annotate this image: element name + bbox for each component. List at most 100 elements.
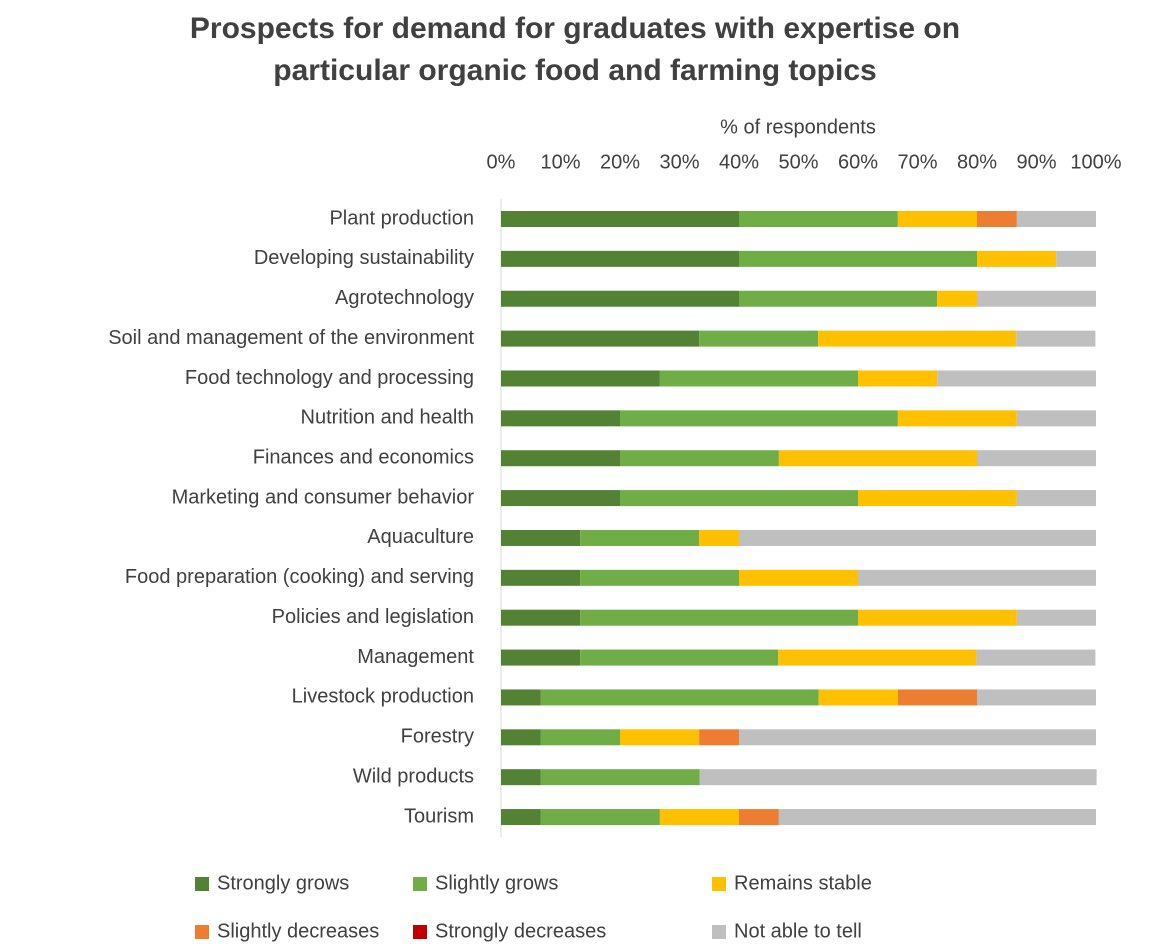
bar-segment — [501, 290, 739, 307]
bar-segment — [501, 490, 620, 507]
legend-label: Remains stable — [734, 872, 872, 894]
legend-swatch — [195, 877, 209, 891]
bar-segment — [897, 410, 1017, 427]
bar-segment — [501, 250, 739, 267]
bar-segment — [501, 769, 541, 786]
chart-title: particular organic food and farming topi… — [273, 54, 876, 87]
y-tick-label: Marketing and consumer behavior — [172, 486, 475, 508]
bar-segment — [620, 490, 858, 507]
bar-segment — [501, 569, 581, 586]
bar-segment — [739, 809, 779, 826]
bar-segment — [620, 410, 898, 427]
legend-swatch — [712, 925, 726, 939]
x-tick-label: 20% — [600, 151, 640, 173]
y-tick-label: Nutrition and health — [301, 407, 474, 429]
y-tick-label: Livestock production — [292, 686, 474, 708]
bar-segment — [501, 410, 620, 427]
bar-segment — [1016, 609, 1096, 626]
bar-segment — [501, 370, 660, 387]
x-tick-label: 10% — [540, 151, 580, 173]
bar-segment — [739, 729, 1096, 746]
y-tick-label: Forestry — [401, 726, 474, 748]
legend-swatch — [195, 925, 209, 939]
bar-segment — [501, 211, 739, 227]
legend-label: Slightly grows — [435, 872, 558, 894]
x-axis-title: % of respondents — [720, 116, 876, 138]
bar-segment — [659, 370, 858, 387]
legend-label: Strongly decreases — [435, 920, 606, 942]
y-tick-label: Soil and management of the environment — [108, 327, 474, 349]
bar-segment — [858, 609, 1017, 626]
bar-segment — [699, 729, 739, 746]
y-tick-label: Food technology and processing — [185, 367, 474, 389]
bar-segment — [540, 769, 700, 786]
bar-segment — [937, 290, 977, 307]
bar-segment — [501, 689, 541, 706]
bar-segment — [540, 809, 660, 826]
bar-segment — [699, 769, 1097, 786]
y-tick-label: Tourism — [404, 805, 474, 827]
bar-segment — [501, 529, 581, 546]
y-tick-label: Wild products — [353, 765, 474, 787]
bar-segment — [501, 729, 541, 746]
bar-segment — [778, 450, 977, 467]
x-tick-label: 0% — [487, 151, 516, 173]
bar-segment — [739, 569, 858, 586]
y-tick-label: Plant production — [329, 207, 474, 229]
bar-segment — [1056, 250, 1096, 267]
chart-title: Prospects for demand for graduates with … — [190, 12, 960, 45]
bar-segment — [659, 809, 739, 826]
bar-segment — [977, 689, 1096, 706]
x-tick-label: 70% — [897, 151, 937, 173]
legend-swatch — [712, 877, 726, 891]
bar-segment — [501, 609, 581, 626]
legend-swatch — [413, 877, 427, 891]
bar-segment — [976, 649, 1096, 666]
bar-segment — [778, 809, 1096, 826]
y-tick-label: Aquaculture — [367, 526, 474, 548]
bar-segment — [977, 450, 1096, 467]
bar-segment — [1016, 330, 1096, 347]
x-tick-label: 50% — [778, 151, 818, 173]
bar-segment — [977, 250, 1057, 267]
bar-segment — [699, 529, 739, 546]
bar-segment — [1016, 490, 1096, 507]
bar-segment — [501, 809, 541, 826]
y-tick-label: Policies and legislation — [272, 606, 474, 628]
bar-segment — [699, 330, 819, 347]
bar-segment — [818, 330, 1017, 347]
y-tick-label: Food preparation (cooking) and serving — [125, 566, 474, 588]
bar-segment — [858, 569, 1096, 586]
x-tick-label: 100% — [1070, 151, 1121, 173]
bar-segment — [977, 290, 1096, 307]
bar-segment — [501, 330, 700, 347]
bar-segment — [818, 689, 898, 706]
bar-segment — [897, 689, 977, 706]
bar-segment — [739, 211, 898, 227]
bar-segment — [580, 649, 779, 666]
legend-swatch — [413, 925, 427, 939]
bar-segment — [540, 729, 620, 746]
x-tick-label: 80% — [957, 151, 997, 173]
x-tick-label: 30% — [659, 151, 699, 173]
legend-label: Not able to tell — [734, 920, 862, 942]
y-tick-label: Developing sustainability — [254, 247, 474, 269]
bar-segment — [620, 450, 779, 467]
bar-segment — [620, 729, 700, 746]
bar-segment — [580, 609, 858, 626]
x-tick-label: 60% — [838, 151, 878, 173]
bar-segment — [501, 450, 620, 467]
y-tick-label: Management — [357, 646, 474, 668]
y-tick-label: Agrotechnology — [335, 287, 474, 309]
bar-segment — [739, 529, 1096, 546]
bar-segment — [501, 649, 581, 666]
bar-segment — [580, 529, 700, 546]
bar-segment — [1016, 410, 1096, 427]
bar-segment — [739, 250, 977, 267]
bar-segment — [858, 490, 1017, 507]
bar-segment — [858, 370, 938, 387]
bar-segment — [897, 211, 977, 227]
bar-segment — [739, 290, 938, 307]
x-tick-label: 90% — [1016, 151, 1056, 173]
